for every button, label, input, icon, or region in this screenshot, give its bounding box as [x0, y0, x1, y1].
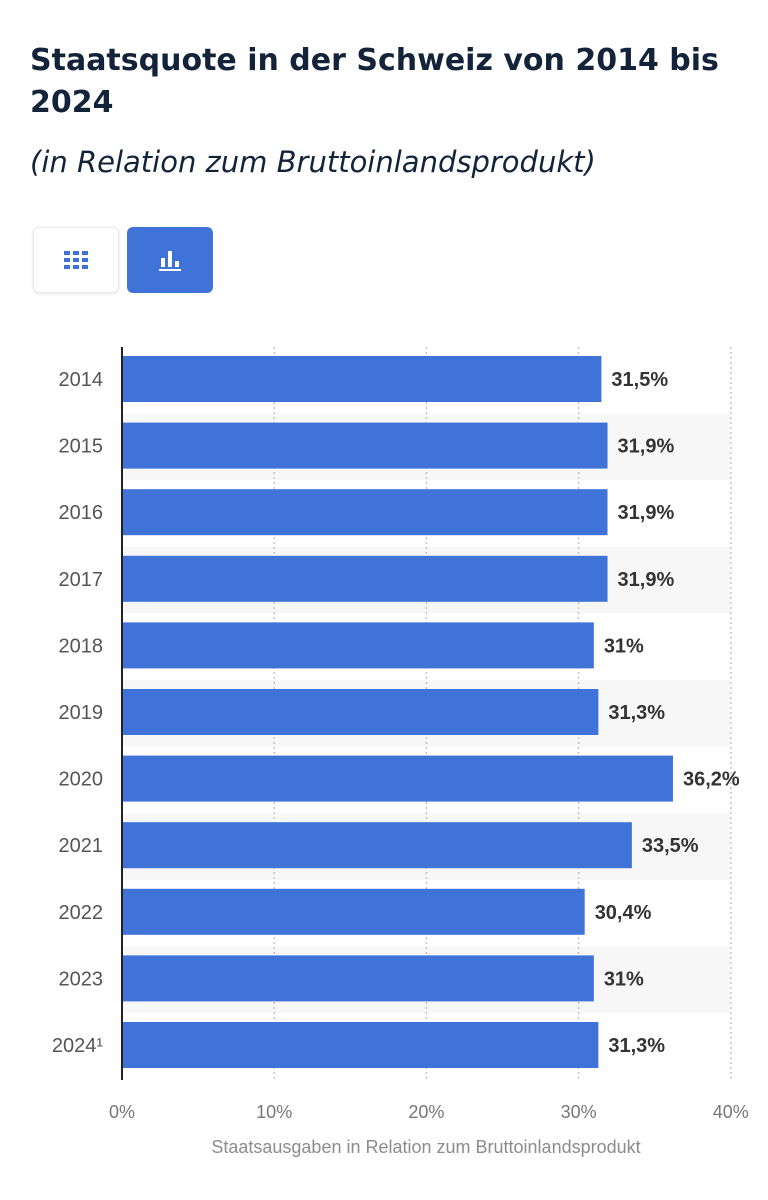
- data-label: 31%: [604, 635, 644, 657]
- y-tick-label: 2024¹: [52, 1035, 103, 1057]
- bar[interactable]: [122, 356, 602, 402]
- bar[interactable]: [122, 689, 599, 735]
- bar[interactable]: [122, 822, 632, 869]
- x-axis-title: Staatsausgaben in Relation zum Bruttoinl…: [211, 1137, 640, 1157]
- y-tick-label: 2015: [59, 436, 104, 458]
- y-tick-label: 2021: [59, 835, 104, 857]
- bar-chart-icon: [159, 251, 181, 271]
- bar[interactable]: [122, 622, 594, 669]
- x-tick-label: 10%: [256, 1102, 292, 1122]
- data-label: 31,3%: [608, 1035, 665, 1057]
- data-label: 31,9%: [618, 569, 675, 591]
- data-label: 30,4%: [595, 902, 652, 924]
- bar-chart: 2014 2015 2016 2017 2018 2019 2020 2021 2022 2023…: [52, 347, 749, 1157]
- table-view-button[interactable]: [33, 227, 119, 293]
- bar[interactable]: [122, 888, 585, 935]
- y-tick-label: 2017: [59, 569, 104, 591]
- y-tick-label: 2023: [59, 968, 104, 990]
- x-tick-label: 20%: [408, 1102, 444, 1122]
- bar[interactable]: [122, 1022, 599, 1068]
- bar[interactable]: [122, 955, 594, 1002]
- y-tick-label: 2022: [59, 902, 104, 924]
- table-grid-icon: [64, 251, 88, 269]
- y-tick-label: 2014: [59, 369, 104, 391]
- bar[interactable]: [122, 422, 608, 469]
- data-label: 31,9%: [618, 502, 675, 524]
- bar[interactable]: [122, 489, 608, 536]
- data-label: 31,9%: [618, 436, 675, 458]
- data-label: 33,5%: [642, 835, 699, 857]
- data-label: 31,5%: [611, 369, 668, 391]
- x-tick-label: 0%: [109, 1102, 135, 1122]
- y-tick-label: 2016: [59, 502, 104, 524]
- data-label: 31,3%: [608, 702, 665, 724]
- x-tick-label: 40%: [713, 1102, 749, 1122]
- y-tick-label: 2019: [59, 702, 104, 724]
- y-tick-label: 2020: [59, 769, 104, 791]
- page-subtitle: (in Relation zum Bruttoinlandsprodukt): [30, 145, 596, 179]
- page-title: Staatsquote in der Schweiz von 2014 bis …: [30, 43, 719, 120]
- data-label: 31%: [604, 968, 644, 990]
- chart-view-button[interactable]: [127, 227, 213, 293]
- x-tick-label: 30%: [561, 1102, 597, 1122]
- bar[interactable]: [122, 755, 673, 802]
- y-tick-label: 2018: [59, 635, 104, 657]
- data-label: 36,2%: [683, 769, 740, 791]
- bar[interactable]: [122, 555, 608, 602]
